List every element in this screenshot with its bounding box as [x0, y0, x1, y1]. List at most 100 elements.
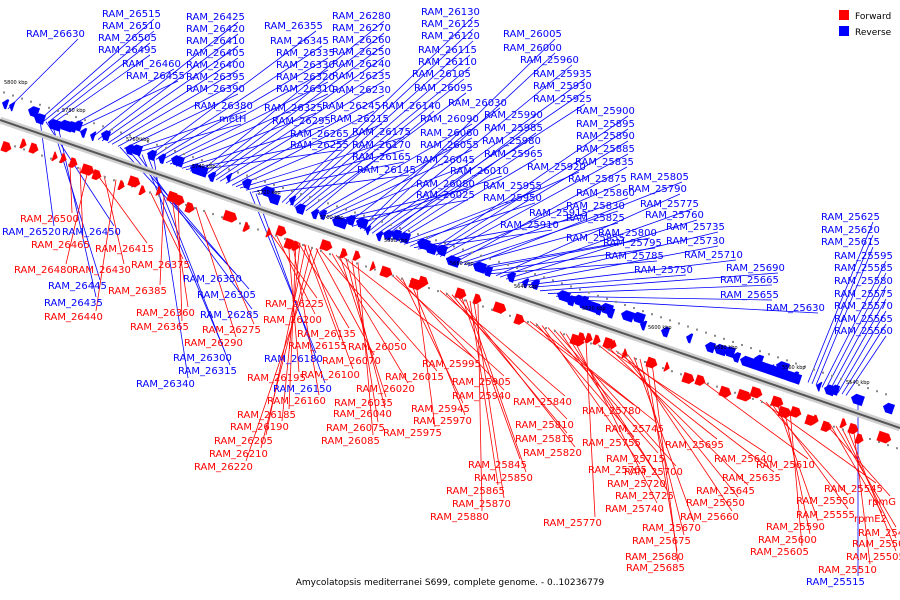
gene-label[interactable]: RAM_25985 — [484, 123, 543, 134]
gene-label[interactable]: RAM_25690 — [726, 263, 785, 274]
gene-label[interactable]: RAM_26265 — [290, 129, 349, 140]
gene-label[interactable]: RAM_25620 — [821, 225, 880, 236]
gene-label[interactable]: RAM_25860 — [576, 188, 635, 199]
gene-label[interactable]: RAM_26095 — [414, 83, 473, 94]
gene-label[interactable]: rpmG — [868, 497, 896, 508]
gene-label[interactable]: RAM_26310 — [276, 84, 335, 95]
gene-label[interactable]: RAM_25925 — [533, 94, 592, 105]
gene-label[interactable]: RAM_26335 — [276, 48, 335, 59]
gene-label[interactable]: RAM_26385 — [108, 286, 167, 297]
gene-label[interactable]: RAM_26020 — [356, 384, 415, 395]
gene-label[interactable]: RAM_25510 — [818, 565, 877, 576]
gene-label[interactable]: RAM_26225 — [265, 299, 324, 310]
gene-label[interactable]: RAM_25755 — [582, 438, 641, 449]
gene-label[interactable]: RAM_26425 — [186, 12, 245, 23]
gene-label[interactable]: RAM_26015 — [385, 372, 444, 383]
gene-label[interactable]: RAM_26295 — [272, 116, 331, 127]
gene-label[interactable]: RAM_25545 — [824, 484, 883, 495]
gene-label[interactable]: RAM_25895 — [576, 119, 635, 130]
gene-label[interactable]: RAM_26300 — [173, 353, 232, 364]
gene-label[interactable]: RAM_25785 — [605, 251, 664, 262]
gene-label[interactable]: RAM_26340 — [136, 379, 195, 390]
gene-label[interactable]: RAM_26240 — [332, 59, 391, 70]
gene-label[interactable]: RAM_25820 — [523, 448, 582, 459]
gene-label[interactable]: RAM_26150 — [273, 384, 332, 395]
gene-label[interactable]: RAM_25645 — [696, 486, 755, 497]
gene-label[interactable]: RAM_25660 — [680, 512, 739, 523]
gene-label[interactable]: RAM_25955 — [483, 181, 542, 192]
gene-label[interactable]: RAM_26395 — [186, 72, 245, 83]
gene-label[interactable]: RAM_25815 — [515, 434, 574, 445]
gene-label[interactable]: RAM_26365 — [130, 322, 189, 333]
gene-label[interactable]: RAM_25810 — [515, 420, 574, 431]
gene-label[interactable]: RAM_26080 — [416, 179, 475, 190]
gene-label[interactable]: RAM_26105 — [412, 69, 471, 80]
gene-label[interactable]: RAM_26360 — [136, 308, 195, 319]
gene-label[interactable]: RAM_26410 — [186, 36, 245, 47]
gene-label[interactable]: RAM_25610 — [756, 460, 815, 471]
gene-label[interactable]: RAM_26185 — [237, 410, 296, 421]
gene-label[interactable]: RAM_26090 — [420, 114, 479, 125]
gene-label[interactable]: RAM_26330 — [276, 60, 335, 71]
gene-label[interactable]: metH — [219, 114, 246, 125]
gene-label[interactable]: RAM_25675 — [632, 536, 691, 547]
gene-label[interactable]: RAM_25890 — [576, 131, 635, 142]
gene-label[interactable]: RAM_25700 — [624, 467, 683, 478]
gene-label[interactable]: RAM_25965 — [484, 149, 543, 160]
gene-label[interactable]: RAM_26195 — [247, 373, 306, 384]
gene-label[interactable]: RAM_25825 — [566, 213, 625, 224]
gene-label[interactable]: RAM_25975 — [383, 428, 442, 439]
gene-label[interactable]: RAM_26520 — [2, 227, 61, 238]
gene-label[interactable]: RAM_26255 — [290, 140, 349, 151]
gene-label[interactable]: RAM_26050 — [348, 342, 407, 353]
gene-label[interactable]: RAM_25775 — [640, 199, 699, 210]
gene-label[interactable]: RAM_26480 — [14, 265, 73, 276]
gene-label[interactable]: RAM_26165 — [352, 152, 411, 163]
gene-label[interactable]: RAM_26085 — [321, 436, 380, 447]
gene-label[interactable]: RAM_26205 — [214, 436, 273, 447]
gene-label[interactable]: RAM_26060 — [420, 128, 479, 139]
gene-label[interactable]: RAM_26110 — [418, 57, 477, 68]
gene-label[interactable]: RAM_26045 — [416, 155, 475, 166]
gene-label[interactable]: RAM_25765 — [588, 465, 647, 476]
gene-label[interactable]: RAM_25780 — [582, 406, 641, 417]
gene-label[interactable]: RAM_25685 — [626, 563, 685, 574]
gene-label[interactable]: RAM_25710 — [684, 250, 743, 261]
gene-label[interactable]: RAM_26075 — [326, 423, 385, 434]
gene-label[interactable]: RAM_25945 — [411, 404, 470, 415]
gene-label[interactable]: RAM_26120 — [421, 31, 480, 42]
gene-label[interactable]: RAM_26270 — [332, 23, 391, 34]
gene-label[interactable]: RAM_26435 — [44, 298, 103, 309]
gene-label[interactable]: RAM_25850 — [474, 473, 533, 484]
gene-label[interactable]: RAM_26495 — [98, 45, 157, 56]
gene-label[interactable]: RAM_25920 — [527, 162, 586, 173]
gene-label[interactable]: RAM_25800 — [598, 228, 657, 239]
gene-label[interactable]: RAM_25680 — [625, 552, 684, 563]
gene-label[interactable]: RAM_26040 — [333, 409, 392, 420]
gene-label[interactable]: RAM_26445 — [48, 281, 107, 292]
gene-label[interactable]: RAM_26280 — [332, 11, 391, 22]
gene-label[interactable]: RAM_26000 — [503, 43, 562, 54]
gene-label[interactable]: RAM_25565 — [834, 314, 893, 325]
gene-label[interactable]: RAM_26035 — [334, 398, 393, 409]
gene-label[interactable]: RAM_25495 — [858, 528, 900, 539]
gene-label[interactable]: RAM_26415 — [95, 244, 154, 255]
gene-label[interactable]: RAM_26345 — [270, 36, 329, 47]
gene-label[interactable]: RAM_26025 — [416, 190, 475, 201]
gene-label[interactable]: RAM_26170 — [352, 140, 411, 151]
gene-label[interactable]: RAM_25580 — [834, 276, 893, 287]
gene-label[interactable]: RAM_26230 — [332, 85, 391, 96]
gene-label[interactable]: RAM_25595 — [834, 251, 893, 262]
gene-label[interactable]: RAM_26220 — [194, 462, 253, 473]
gene-label[interactable]: RAM_26325 — [264, 103, 323, 114]
gene-label[interactable]: RAM_26210 — [209, 449, 268, 460]
gene-label[interactable]: RAM_25950 — [483, 193, 542, 204]
gene-label[interactable]: RAM_26315 — [178, 366, 237, 377]
gene-label[interactable]: RAM_25910 — [500, 220, 559, 231]
gene-label[interactable]: RAM_25750 — [634, 265, 693, 276]
gene-label[interactable]: RAM_26380 — [194, 101, 253, 112]
gene-label[interactable]: RAM_26125 — [421, 19, 480, 30]
gene-label[interactable]: RAM_26450 — [62, 227, 121, 238]
gene-label[interactable]: RAM_25885 — [576, 144, 635, 155]
gene-label[interactable]: RAM_26235 — [332, 71, 391, 82]
